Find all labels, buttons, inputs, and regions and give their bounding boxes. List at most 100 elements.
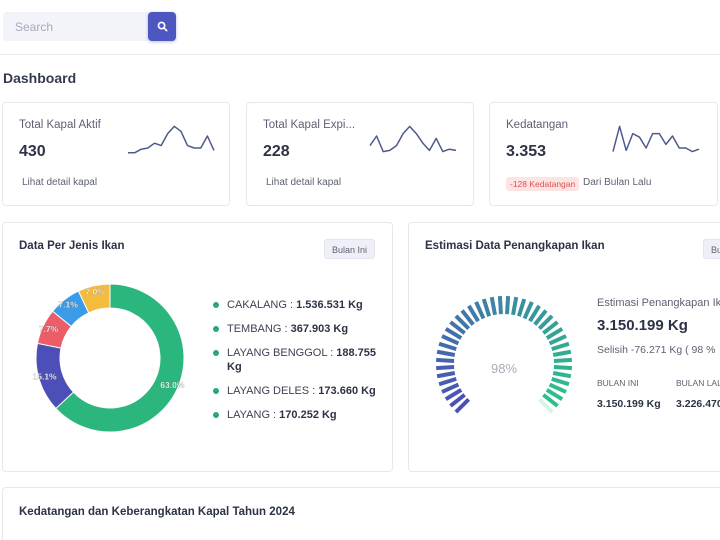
legend-value: 188.755 Kg — [227, 347, 376, 373]
donut-slice-label: 63.0% — [160, 380, 185, 390]
legend-item: LAYANG BENGGOL : 188.755 Kg — [211, 346, 383, 374]
legend-value: 1.536.531 Kg — [296, 299, 363, 311]
gauge-tick — [548, 382, 567, 394]
donut-slice-label: 7.0% — [85, 287, 105, 297]
donut-slice — [55, 283, 185, 433]
gauge-tick — [438, 376, 457, 387]
gauge-tick — [542, 393, 559, 408]
search-button[interactable] — [148, 12, 176, 41]
gauge-percent-label: 98% — [490, 361, 518, 376]
gauge-tick — [460, 309, 475, 326]
legend-dot — [213, 350, 219, 356]
estimate-value: 3.150.199 Kg — [597, 317, 688, 334]
period-filter-button[interactable]: Bulan Ini — [324, 239, 376, 259]
legend-dot — [213, 412, 219, 418]
gauge-tick — [441, 382, 460, 394]
kedatangan-change-badge: -128 Kedatangan — [506, 177, 580, 191]
sparkline — [128, 125, 215, 154]
gauge-tick — [545, 327, 564, 340]
gauge-tick — [436, 357, 455, 363]
donut-slice-label: 7.7% — [39, 324, 59, 334]
gauge-tick — [441, 334, 460, 346]
legend-item: LAYANG DELES : 173.660 Kg — [211, 384, 383, 398]
page-title: Dashboard — [3, 70, 77, 86]
period-filter-button[interactable]: Bulan Ini — [703, 239, 720, 259]
legend-value: 170.252 Kg — [279, 409, 337, 421]
sparkline — [612, 125, 700, 153]
catch-estimate-card: Estimasi Data Penangkapan Ikan Bulan Ini… — [408, 222, 720, 472]
comparison-note: Dari Bulan Lalu — [583, 177, 652, 188]
legend-item: CAKALANG : 1.536.531 Kg — [211, 298, 383, 312]
sparkline-path — [612, 125, 700, 153]
stat-label: Total Kapal Aktif — [19, 119, 101, 131]
gauge-tick — [436, 349, 456, 357]
gauge-tick — [528, 304, 541, 323]
sparkline-path — [128, 125, 215, 154]
legend-value: 173.660 Kg — [318, 385, 376, 397]
stat-label: Total Kapal Expi... — [263, 119, 356, 131]
gauge-tick — [449, 393, 466, 408]
gauge-tick — [505, 296, 511, 315]
catch-gauge-chart — [436, 296, 572, 414]
gauge-tick — [436, 365, 455, 371]
card-title: Kedatangan dan Keberangkatan Kapal Tahun… — [19, 506, 295, 518]
gauge-tick — [533, 309, 548, 326]
gauge-tick — [489, 296, 497, 316]
donut-slice-label: 15.1% — [33, 371, 58, 381]
gauge-tick — [553, 357, 572, 363]
legend-dot — [213, 326, 219, 332]
detail-kapal-link[interactable]: Lihat detail kapal — [22, 177, 98, 188]
donut-slice-label: 7.1% — [58, 299, 78, 309]
stat-label: Kedatangan — [506, 119, 569, 131]
gauge-tick — [438, 341, 457, 352]
gauge-tick — [551, 376, 570, 387]
gauge-tick — [481, 298, 492, 317]
previous-month-value: 3.226.470 — [676, 398, 720, 410]
search-input[interactable] — [3, 12, 148, 41]
legend-item: LAYANG : 170.252 Kg — [211, 408, 383, 422]
legend-name: TEMBANG — [227, 323, 282, 335]
stat-value: 228 — [263, 143, 290, 160]
fish-donut-chart: 63.0% 15.1% 7.7% 7.1% 7.0% — [32, 283, 185, 433]
gauge-tick — [454, 314, 471, 331]
gauge-tick — [444, 327, 463, 340]
gauge-tick — [553, 365, 572, 371]
stat-card-kapal-expired: Total Kapal Expi... 228 Lihat detail kap… — [246, 102, 474, 206]
gauge-tick — [467, 304, 480, 323]
search-bar — [3, 12, 176, 41]
stat-card-kedatangan: Kedatangan 3.353 -128 Kedatangan Dari Bu… — [489, 102, 718, 206]
fish-legend: CAKALANG : 1.536.531 Kg TEMBANG : 367.90… — [211, 298, 383, 432]
donut-slice — [77, 283, 111, 314]
gauge-tick — [522, 301, 534, 320]
gauge-tick — [516, 298, 527, 317]
sparkline — [369, 125, 457, 153]
legend-dot — [213, 302, 219, 308]
stat-card-kapal-aktif: Total Kapal Aktif 430 Lihat detail kapal — [2, 102, 230, 206]
estimate-difference: Selisih -76.271 Kg ( 98 % — [597, 344, 716, 356]
current-month-value: 3.150.199 Kg — [597, 398, 661, 410]
gauge-tick — [548, 334, 567, 346]
search-icon — [157, 21, 168, 32]
gauge-tick — [537, 397, 554, 414]
previous-month-heading: BULAN LALU — [676, 378, 720, 388]
legend-name: LAYANG DELES — [227, 385, 310, 397]
card-title: Data Per Jenis Ikan — [19, 240, 125, 252]
detail-kapal-link[interactable]: Lihat detail kapal — [266, 177, 342, 188]
gauge-tick — [444, 388, 463, 401]
gauge-tick — [552, 349, 572, 357]
gauge-tick — [497, 296, 503, 315]
sparkline-path — [369, 125, 457, 153]
gauge-tick — [551, 341, 570, 352]
legend-name: LAYANG — [227, 409, 270, 421]
legend-name: CAKALANG — [227, 299, 287, 311]
current-month-heading: BULAN INI — [597, 378, 639, 388]
gauge-tick — [552, 371, 572, 379]
gauge-tick — [449, 320, 466, 335]
legend-value: 367.903 Kg — [290, 323, 349, 335]
legend-item: TEMBANG : 367.903 Kg — [211, 322, 383, 336]
top-bar — [0, 0, 720, 55]
fish-type-card: Data Per Jenis Ikan Bulan Ini 63.0% 15.1%… — [2, 222, 393, 472]
stat-value: 3.353 — [506, 143, 547, 160]
gauge-tick — [511, 296, 519, 316]
gauge-tick — [436, 371, 456, 379]
